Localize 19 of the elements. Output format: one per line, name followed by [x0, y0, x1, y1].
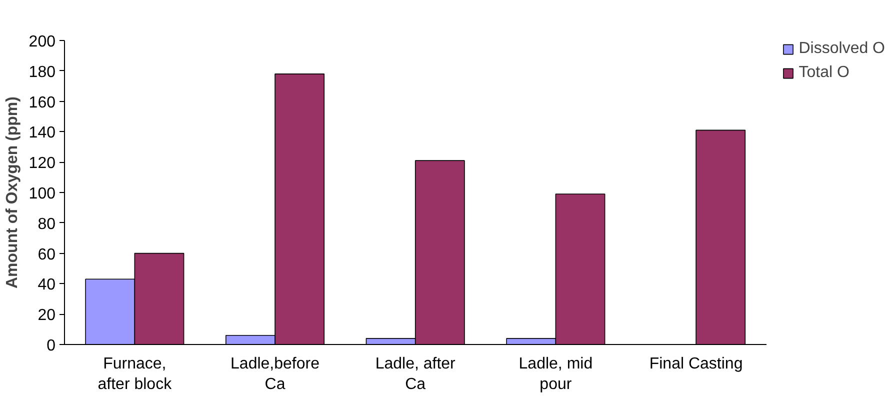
y-tick-label: 160	[28, 94, 56, 112]
x-tick-label: Ladle, mid pour	[518, 356, 593, 393]
y-tick-label: 20	[38, 307, 56, 324]
y-tick-label: 40	[38, 276, 56, 294]
legend-label: Total O	[798, 64, 850, 82]
y-tick-label: 80	[38, 216, 56, 233]
y-tick-label: 180	[28, 64, 56, 81]
y-tick-label: 60	[38, 246, 56, 264]
y-tick-label: 0	[46, 338, 56, 354]
x-tick-label: Final Casting	[649, 356, 743, 372]
x-tick-label: Furnace, after block	[98, 356, 173, 393]
legend-label: Dissolved O	[798, 40, 885, 58]
y-tick-label: 200	[28, 34, 56, 50]
x-tick-label: Ladle,before Ca	[230, 356, 320, 393]
x-tick-label: Ladle, after Ca	[375, 356, 456, 393]
y-tick-label: 100	[28, 186, 56, 202]
y-tick-label: 140	[28, 124, 56, 142]
y-axis-title: Amount of Oxygen (ppm)	[4, 96, 21, 288]
y-tick-label: 120	[28, 155, 56, 172]
